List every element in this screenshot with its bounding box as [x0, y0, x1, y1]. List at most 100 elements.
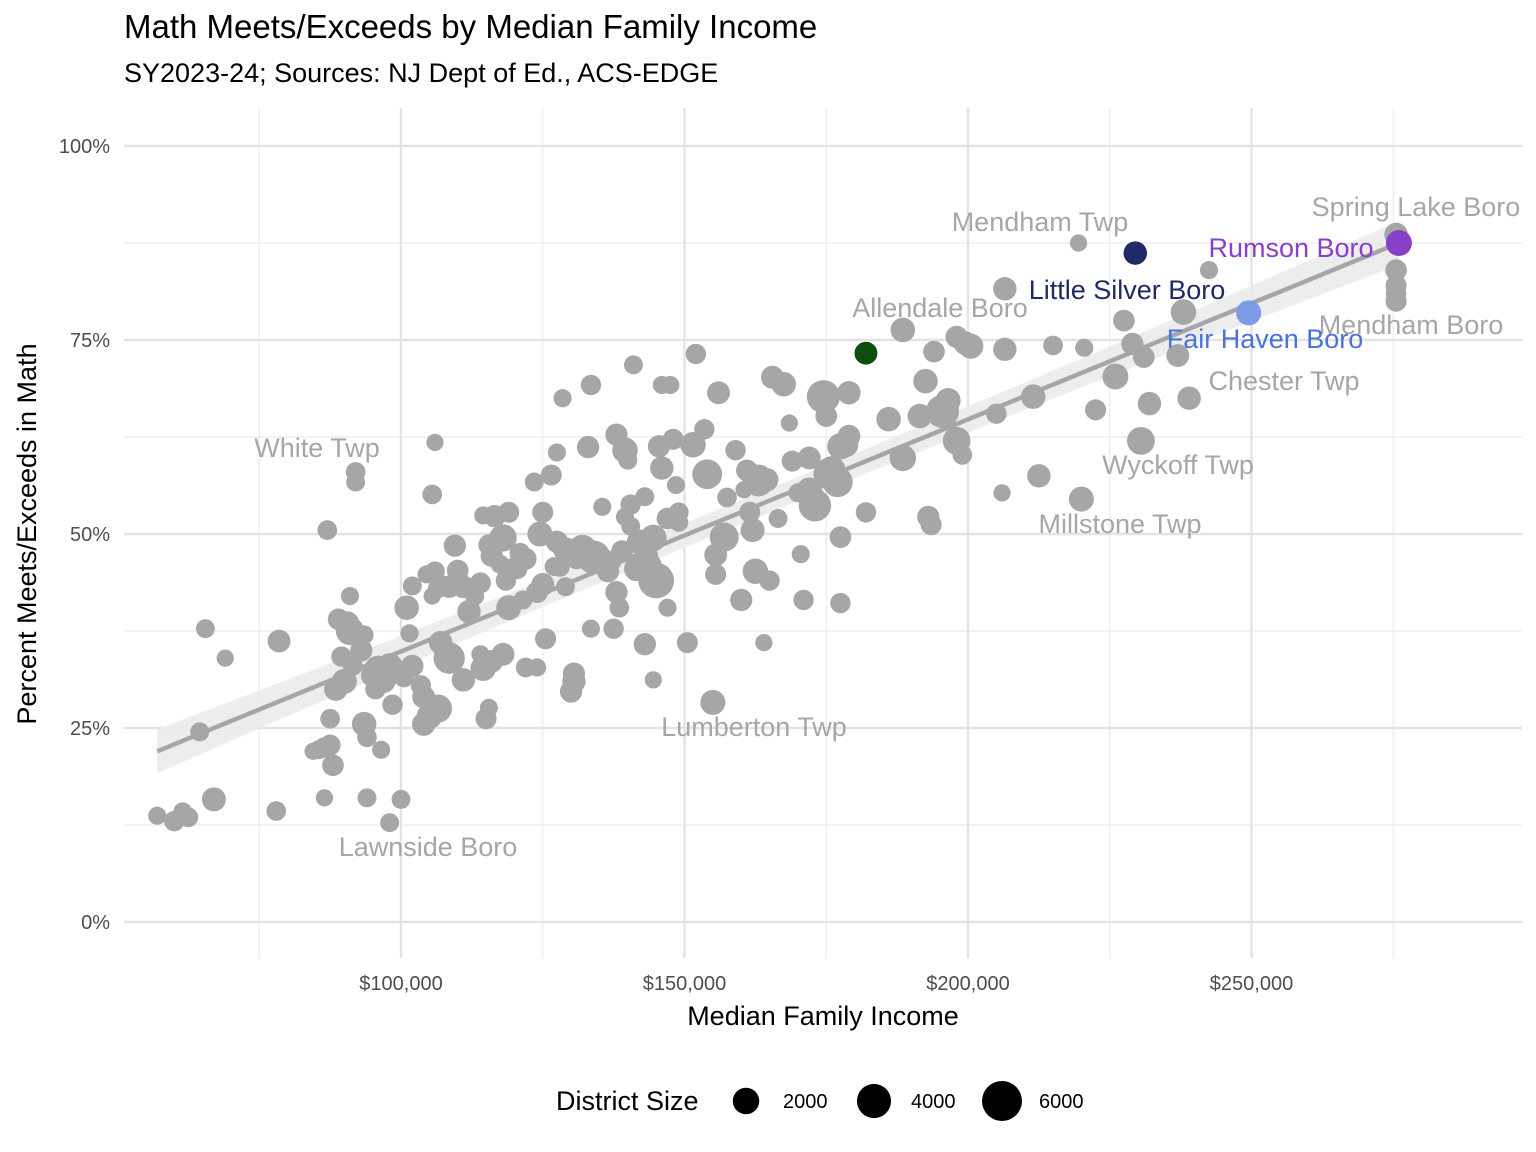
chart-title: Math Meets/Exceeds by Median Family Inco… [124, 8, 818, 45]
data-point [315, 789, 334, 807]
highlighted-point [1123, 241, 1147, 265]
x-tick-label: $200,000 [926, 973, 1009, 995]
y-tick-label: 50% [70, 524, 110, 546]
point-label: Rumson Boro [1208, 233, 1373, 263]
legend-size-label: 4000 [911, 1091, 956, 1113]
data-point [195, 619, 215, 639]
data-point [638, 562, 675, 599]
data-point [920, 514, 942, 536]
data-point [618, 450, 638, 470]
data-point [1069, 234, 1088, 252]
data-point [913, 368, 938, 394]
data-point [1075, 338, 1094, 357]
data-point [1166, 344, 1190, 367]
point-label: Fair Haven Boro [1167, 324, 1364, 354]
data-point [829, 526, 852, 548]
y-tick-label: 100% [59, 136, 110, 158]
data-point [669, 512, 689, 532]
data-point [780, 414, 799, 432]
data-point [1085, 399, 1107, 421]
data-point [730, 588, 753, 612]
point-labels: Mendham Twp Spring Lake Boro Rumson Boro Li… [254, 192, 1520, 862]
data-point [266, 801, 287, 821]
data-point [457, 599, 481, 624]
data-point [1113, 309, 1135, 332]
data-point [609, 597, 630, 618]
y-tick-label: 75% [70, 330, 110, 352]
data-point [1177, 386, 1201, 410]
data-point [717, 487, 737, 508]
data-point [576, 435, 600, 459]
x-axis-ticks: $100,000 $150,000 $200,000 $250,000 [359, 973, 1293, 995]
data-point [837, 424, 861, 448]
data-point [524, 472, 544, 492]
data-point [793, 589, 814, 611]
data-point [923, 340, 945, 363]
data-point [707, 381, 730, 405]
data-point [340, 587, 360, 606]
data-point [768, 509, 788, 528]
data-point [382, 694, 403, 715]
data-point [650, 456, 674, 480]
data-point [422, 484, 443, 505]
data-point [755, 634, 773, 652]
point-label: Spring Lake Boro [1312, 192, 1521, 222]
point-label: Little Silver Boro [1029, 275, 1226, 305]
legend-items: 2000 4000 6000 [732, 1081, 1084, 1121]
data-point [876, 406, 901, 432]
data-point [216, 649, 234, 667]
data-point [685, 343, 707, 365]
legend-size-label: 2000 [783, 1091, 828, 1113]
data-point [402, 576, 422, 596]
point-label: Millstone Twp [1038, 509, 1201, 539]
data-point [178, 807, 199, 828]
data-point [759, 570, 780, 591]
data-point [605, 581, 628, 604]
data-point [401, 654, 424, 678]
legend-size-label: 6000 [1039, 1091, 1084, 1113]
data-point [528, 658, 547, 677]
data-point [700, 689, 726, 715]
data-point [830, 592, 851, 614]
data-point [350, 639, 373, 662]
data-point [498, 501, 520, 523]
data-point [889, 444, 917, 472]
data-point [658, 598, 677, 617]
data-point [400, 624, 419, 643]
data-point [580, 374, 602, 396]
data-point [451, 668, 476, 692]
data-point [201, 787, 226, 812]
y-tick-label: 25% [70, 718, 110, 740]
point-label: Lawnside Boro [339, 832, 518, 862]
x-axis-title: Median Family Income [687, 1001, 959, 1031]
y-axis-title: Percent Meets/Exceeds in Math [12, 343, 42, 724]
scatter-plot: Mendham Twp Spring Lake Boro Rumson Boro Li… [12, 108, 1522, 1031]
data-point [490, 554, 510, 574]
data-point [547, 443, 566, 462]
data-point [644, 671, 662, 689]
data-point [148, 806, 167, 825]
data-point [426, 433, 444, 452]
data-point [633, 633, 656, 656]
data-point [815, 405, 838, 427]
data-point [267, 629, 291, 653]
point-label: Lumberton Twp [661, 712, 847, 742]
data-point [806, 380, 840, 414]
data-point [855, 502, 877, 523]
y-tick-label: 0% [81, 912, 110, 934]
highlighted-point [1236, 300, 1262, 326]
data-point [725, 439, 746, 461]
data-point [907, 403, 933, 429]
x-tick-label: $250,000 [1210, 973, 1293, 995]
data-point [354, 625, 374, 645]
data-point [952, 445, 973, 465]
data-point [394, 595, 419, 620]
legend-size-marker [982, 1081, 1022, 1121]
data-point [1137, 391, 1162, 416]
data-point [391, 789, 411, 809]
data-point [380, 813, 400, 833]
data-point [624, 355, 643, 375]
trend-line-group [156, 240, 1400, 754]
data-point [469, 572, 491, 594]
data-point [662, 428, 684, 450]
